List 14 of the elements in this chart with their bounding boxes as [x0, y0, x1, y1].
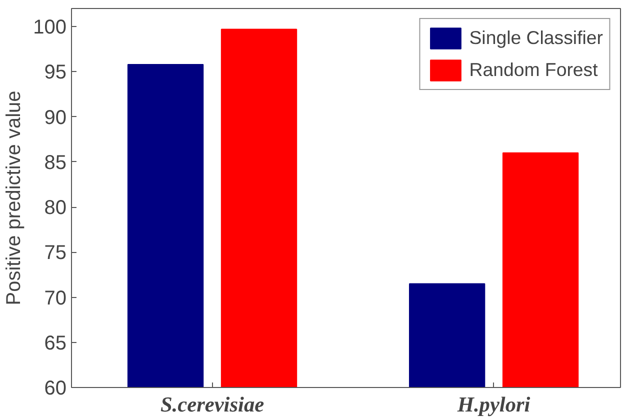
x-tick-label: S.cerevisiae [160, 392, 264, 416]
y-tick-label: 75 [44, 242, 67, 264]
y-tick-label: 70 [44, 287, 67, 310]
y-tick-label: 60 [44, 378, 67, 400]
legend-label: Single Classifier [469, 27, 603, 49]
y-axis-title: Positive predictive value [3, 90, 26, 306]
y-tick-label: 100 [33, 16, 67, 39]
y-tick-label: 90 [44, 106, 67, 129]
y-tick-label: 65 [44, 332, 67, 354]
y-tick-label: 80 [44, 197, 67, 220]
y-tick-label: 95 [44, 62, 67, 84]
y-tick-label: 85 [44, 152, 67, 174]
legend-label: Random Forest [469, 59, 598, 81]
x-tick-label: H.pylori [456, 392, 530, 416]
